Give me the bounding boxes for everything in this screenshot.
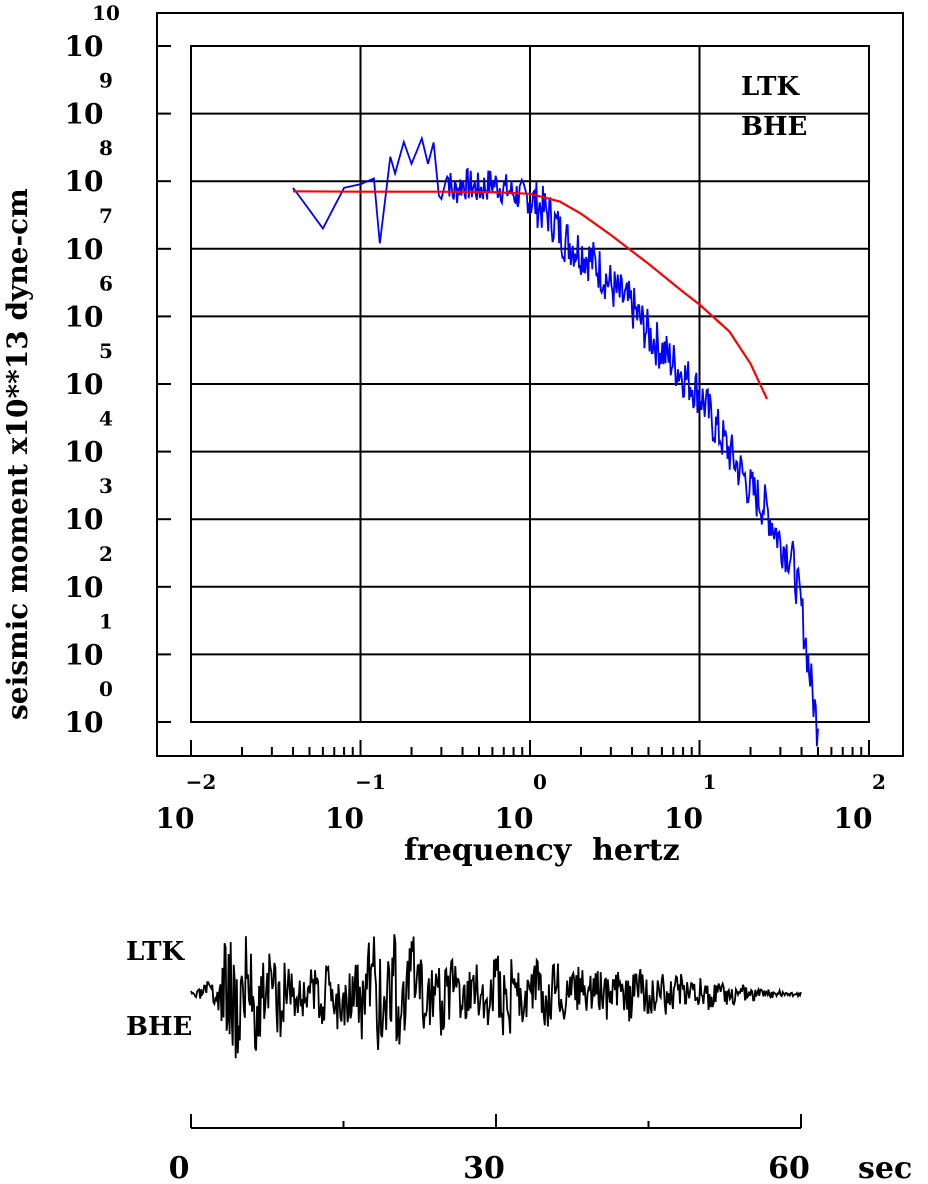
y-tick-base: 10 [65,706,104,739]
time-axis-ticks [190,1114,802,1128]
x-tick-base: 10 [834,802,873,835]
x-tick-exponent: 2 [872,770,886,794]
y-tick-base: 10 [65,300,104,333]
y-tick-exponent: 9 [99,69,113,93]
y-tick-base: 10 [65,436,104,469]
y-tick-base: 10 [65,503,104,536]
x-tick-exponent: 1 [703,770,717,794]
observed-spectrum-line [292,135,819,747]
x-tick-base: 10 [495,802,534,835]
spectrum-grid [190,45,870,723]
model-spectrum-line [292,190,768,400]
y-tick-base: 10 [65,638,104,671]
y-tick-base: 10 [65,165,104,198]
y-tick-base: 10 [65,368,104,401]
waveform-chart: LTK BHE 0 30 60 sec [126,934,912,1184]
y-tick-exponent: 5 [99,339,113,363]
y-tick-labels: 0 10 1 10 2 10 3 10 4 10 5 10 6 10 7 10 8 10 9 10 10 10 [65,1,120,739]
annotation-station: LTK [741,72,801,102]
waveform-station-label: LTK [126,937,186,967]
y-tick-base: 10 [65,30,104,63]
y-tick-exponent: 4 [99,407,113,431]
spectrum-plot-area [190,45,870,723]
waveform-trace [190,934,802,1059]
time-tick-label: 60 [768,1151,810,1184]
y-tick-exponent: 2 [99,542,113,566]
y-tick-exponent: 3 [99,474,113,498]
x-tick-base: 10 [156,802,195,835]
y-tick-exponent: 0 [99,677,113,701]
waveform-component-label: BHE [126,1012,192,1042]
x-tick-exponent: −2 [186,770,217,794]
y-tick-marks [157,45,171,723]
x-axis-title: frequency hertz [404,833,680,868]
x-tick-base: 10 [664,802,703,835]
x-tick-exponent: 0 [533,770,547,794]
y-tick-exponent: 10 [92,1,120,25]
y-tick-exponent: 6 [99,271,113,295]
y-tick-base: 10 [65,571,104,604]
time-unit-label: sec [858,1151,912,1184]
annotation-component: BHE [741,112,807,142]
y-tick-base: 10 [65,98,104,131]
y-tick-base: 10 [65,233,104,266]
y-tick-exponent: 1 [99,609,113,633]
x-tick-marks [190,740,870,756]
time-tick-label: 0 [169,1151,190,1184]
x-tick-base: 10 [325,802,364,835]
y-tick-exponent: 7 [99,204,113,228]
y-tick-exponent: 8 [99,136,113,160]
x-tick-exponent: −1 [355,770,386,794]
y-axis-title: seismic moment x10**13 dyne-cm [1,188,34,720]
time-tick-label: 30 [463,1151,505,1184]
time-axis-labels: 0 30 60 [169,1151,810,1184]
